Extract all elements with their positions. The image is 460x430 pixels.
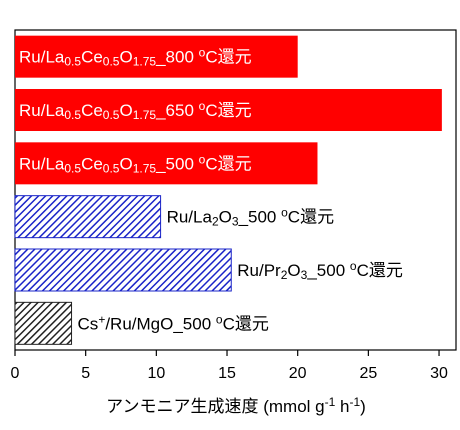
x-axis-label: アンモニア生成速度 (mmol g-1 h-1)	[106, 395, 366, 416]
bar-label: Ru/La0.5Ce0.5O1.75_800 oC還元	[19, 46, 252, 68]
x-tick-label: 5	[81, 365, 90, 382]
bar	[14, 301, 73, 345]
bar	[14, 248, 232, 292]
x-tick-label: 15	[218, 365, 236, 382]
bar	[14, 195, 162, 239]
bar	[15, 89, 442, 131]
x-tick-label: 20	[289, 365, 307, 382]
x-tick-label: 30	[430, 365, 448, 382]
bar-label: Ru/La2O3_500 oC還元	[167, 206, 335, 228]
bar-label: Ru/La0.5Ce0.5O1.75_650 oC還元	[19, 99, 252, 121]
x-tick-label: 25	[359, 365, 377, 382]
x-tick-label: 10	[147, 365, 165, 382]
bar-label: Ru/Pr2O3_500 oC還元	[237, 259, 403, 281]
x-tick-label: 0	[11, 365, 20, 382]
plot-frame	[14, 29, 457, 351]
bar-label: Cs+/Ru/MgO_500 oC還元	[78, 313, 269, 334]
bar-label: Ru/La0.5Ce0.5O1.75_500 oC還元	[19, 153, 252, 175]
bar	[15, 142, 318, 185]
bar	[15, 35, 298, 78]
